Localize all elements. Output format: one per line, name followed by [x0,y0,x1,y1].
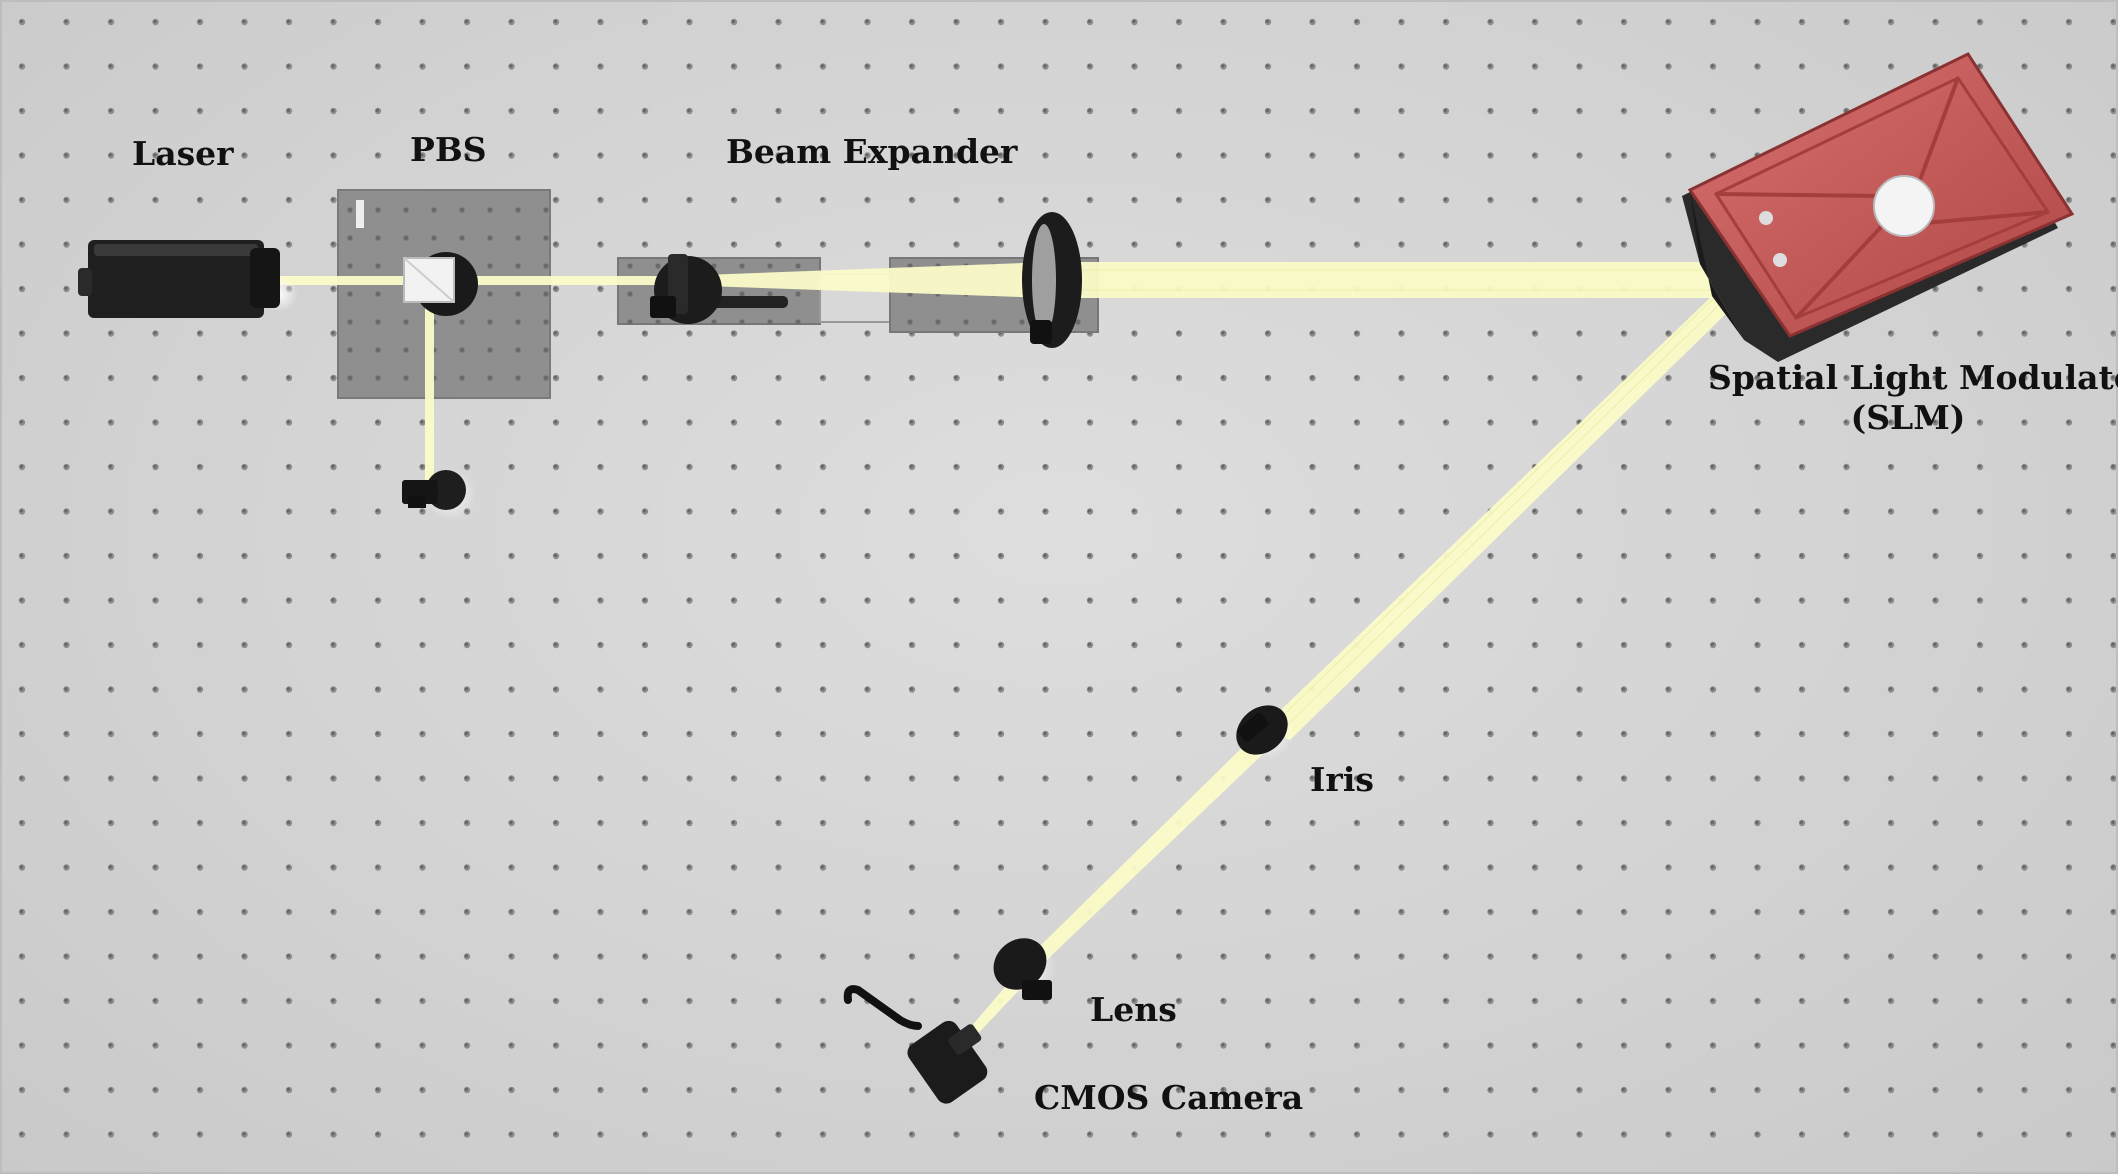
label-laser: Laser [132,134,234,173]
beam-detail-lines [1050,269,1735,735]
laser-beams [256,262,1740,1040]
beam-pbs-down [425,300,434,480]
pbs-beam-dump [402,468,476,520]
laser-body [78,240,298,318]
label-slm: Spatial Light Modulator (SLM) [1708,358,2118,437]
expander-lens-2 [1022,212,1082,348]
iris-mount [1236,704,1294,760]
label-beam-expander: Beam Expander [726,132,1018,171]
beam-expanded [1050,262,1735,298]
pbs-cube [403,252,478,316]
spatial-light-modulator [1682,52,2075,362]
cmos-camera [843,985,988,1104]
label-cmos-camera: CMOS Camera [1034,1078,1304,1117]
beam-iris-to-lens [1038,728,1282,955]
lens-mount [993,938,1056,1000]
label-slm-line2: (SLM) [1850,397,1966,437]
label-lens: Lens [1090,990,1177,1029]
beam-expanding [676,262,1050,298]
beam-slm-to-iris [1262,296,1740,740]
label-iris: Iris [1310,760,1374,799]
expander-lens-1 [650,254,722,324]
label-pbs: PBS [410,130,487,169]
label-slm-line1: Spatial Light Modulator [1708,358,2118,397]
